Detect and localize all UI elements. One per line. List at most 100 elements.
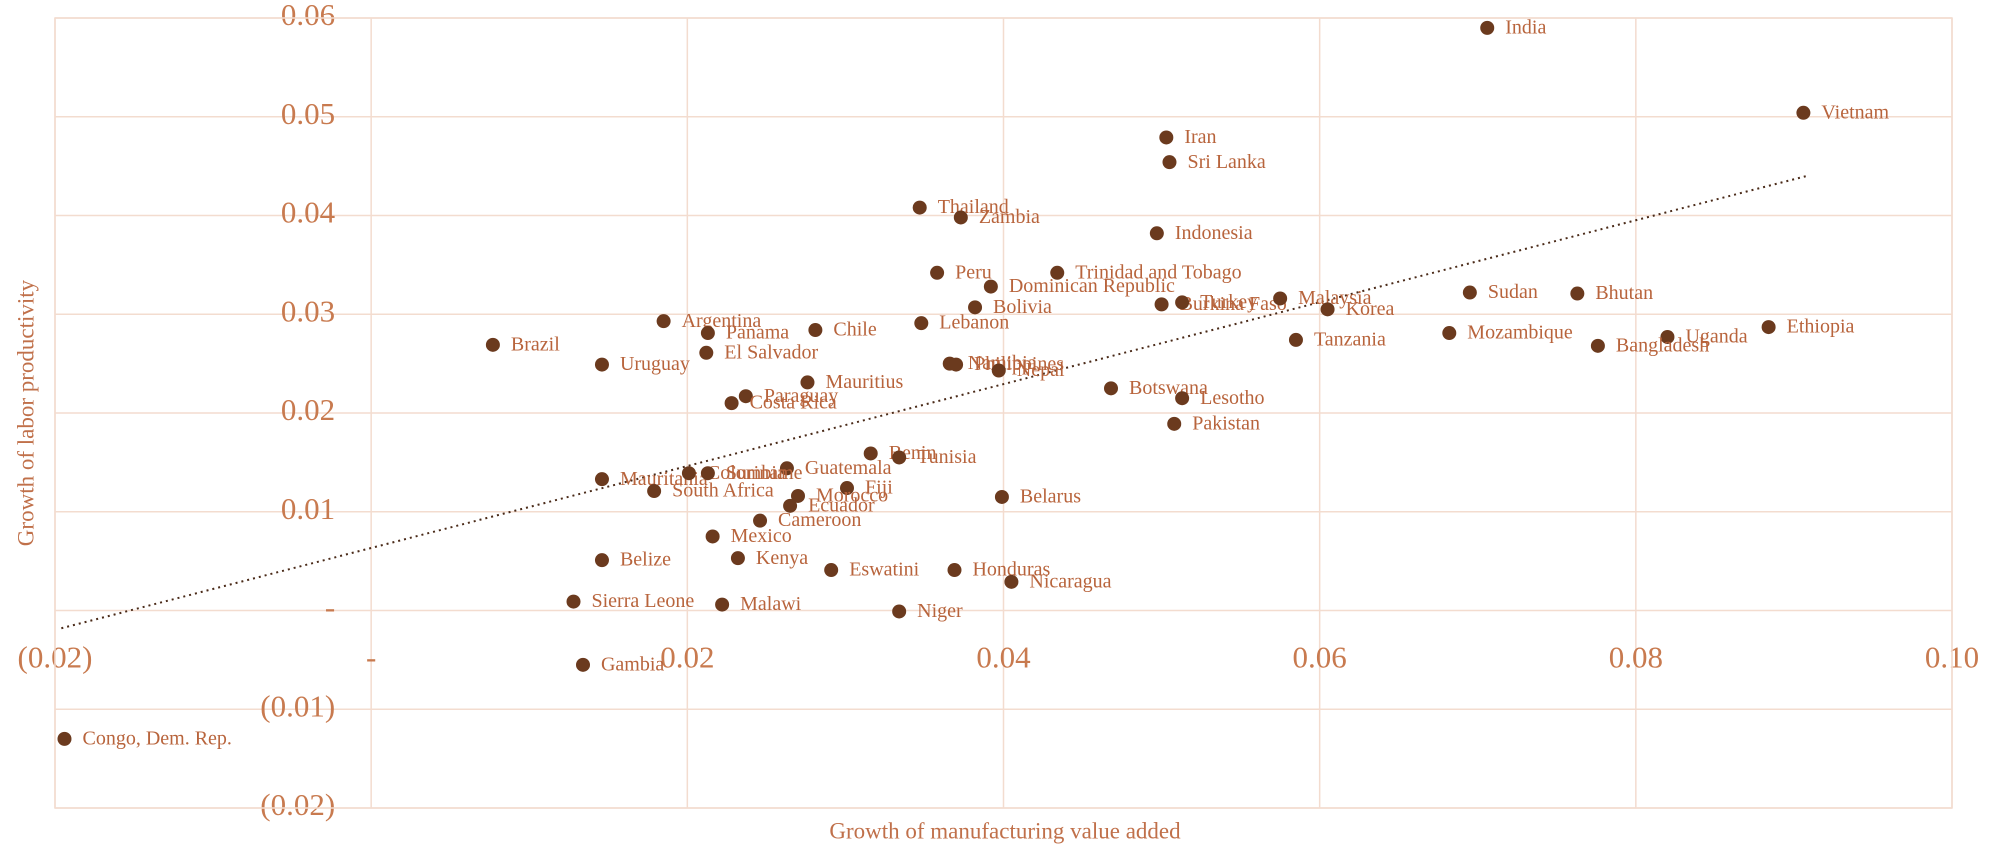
point-label: Costa Rica [750,392,837,414]
point-label: Colombia [707,462,786,484]
point [1050,265,1065,280]
point-label: Kenya [756,547,808,569]
point-label: Sudan [1488,281,1538,303]
point [1175,295,1190,310]
point [1761,320,1776,335]
point-label: Brazil [511,333,560,355]
point [968,300,983,315]
point [983,279,998,294]
point-label: Malawi [740,593,802,615]
point-label: Sierra Leone [592,590,695,612]
point [1154,297,1169,312]
point-label: Tanzania [1314,329,1386,351]
point [1660,329,1675,344]
point [892,604,907,619]
point-label: Malaysia [1298,287,1371,309]
point-label: Tunisia [917,446,976,468]
point [594,472,609,487]
point-label: Niger [917,600,963,622]
plot-border [54,17,1953,809]
point-label: Zambia [979,206,1040,228]
point [1159,130,1174,145]
y-tick-label: 0.01 [281,491,335,526]
point-label: Guatemala [805,457,892,479]
point [1796,105,1811,120]
point [594,553,609,568]
point [800,375,815,390]
trendline [61,175,1807,630]
point-label: Burkina Faso [1180,293,1287,315]
point [1570,286,1585,301]
point-label: Nicaragua [1029,570,1111,592]
point [1590,338,1605,353]
point-label: Cameroon [778,509,861,531]
point-label: Honduras [972,559,1050,581]
point [863,446,878,461]
point [991,363,1006,378]
point-label: Nepal [1017,359,1065,381]
point-label: Lebanon [939,312,1009,334]
point [1004,574,1019,589]
point [1480,20,1495,35]
point [1167,416,1182,431]
point [808,323,823,338]
point [1273,291,1288,306]
point [566,594,581,609]
point [1103,381,1118,396]
point-label: Paraguay [764,385,838,407]
x-tick-label: 0.02 [660,640,714,675]
point-label: Indonesia [1175,222,1253,244]
point-label: Dominican Republic [1009,275,1175,297]
point [681,466,696,481]
point [699,345,714,360]
point-label: Turkey [1200,291,1257,313]
point-label: Namibia [968,352,1037,374]
point [700,326,715,341]
y-tick-label: 0.06 [281,0,335,32]
point-label: Morocco [816,485,888,507]
point [753,513,768,528]
x-tick-label: 0.08 [1609,640,1663,675]
point-label: Sri Lanka [1187,151,1265,173]
point [930,265,945,280]
x-tick-label: 0.04 [976,640,1031,675]
point [647,484,662,499]
point [1175,391,1190,406]
point-label: Trinidad and Tobago [1075,261,1241,283]
y-tick-label: (0.01) [260,688,335,723]
point [779,461,794,476]
y-tick-label: 0.05 [281,96,335,131]
x-tick-label: - [366,640,376,675]
point [824,563,839,578]
point [575,657,590,672]
point [1320,302,1335,317]
point [783,498,798,513]
point-label: Iran [1184,126,1216,148]
point-label: Korea [1346,298,1395,320]
point [485,337,500,352]
point-label: Eswatini [849,559,919,581]
point-label: Bhutan [1595,282,1653,304]
point [1442,326,1457,341]
point-label: Ecuador [808,494,875,516]
point-label: India [1505,16,1546,38]
point-label: South Africa [672,480,774,502]
y-axis-label: Growth of labor productivity [13,279,38,546]
point [700,466,715,481]
point [730,551,745,566]
point-label: Argentina [682,310,762,332]
point [1288,332,1303,347]
point-label: Mexico [731,525,792,547]
y-tick-label: (0.02) [260,787,335,822]
point-label: Uruguay [620,353,690,375]
point-label: Fiji [865,477,893,499]
point-label: Belize [620,549,671,571]
point-label: Mozambique [1467,322,1573,344]
point-label: Peru [955,261,992,283]
point-label: Ethiopia [1787,316,1855,338]
point [1162,155,1177,170]
point-label: Suriname [726,462,803,484]
y-tick-label: - [325,590,335,625]
point [839,481,854,496]
